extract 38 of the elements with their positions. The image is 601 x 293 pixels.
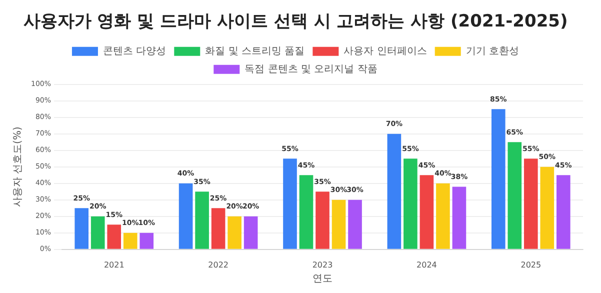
bar <box>211 208 226 249</box>
bar <box>90 216 105 249</box>
legend-label: 사용자 인터페이스 <box>344 46 427 57</box>
bar <box>244 216 258 249</box>
legend-label: 콘텐츠 다양성 <box>102 46 166 57</box>
bar <box>348 200 362 249</box>
bar <box>332 200 346 249</box>
bar <box>228 216 242 249</box>
bar <box>491 109 506 249</box>
bar <box>316 192 330 249</box>
x-tick-label: 2022 <box>208 260 228 270</box>
legend-label: 화질 및 스트리밍 품질 <box>205 46 305 57</box>
bar <box>283 158 297 249</box>
y-axis-title: 사용자 선호도(%) <box>12 126 24 208</box>
bar <box>299 175 314 249</box>
bar <box>436 183 450 249</box>
bar <box>508 142 522 249</box>
x-tick-label: 2023 <box>312 260 333 270</box>
bar <box>387 134 402 249</box>
legend-label: 독점 콘텐츠 및 오리지널 작품 <box>244 64 378 75</box>
x-tick-label: 2024 <box>416 260 437 270</box>
bar <box>107 224 122 249</box>
bar <box>74 208 89 249</box>
chart-title: 사용자가 영화 및 드라마 사이트 선택 시 고려하는 사항 (2021-2025) <box>23 12 568 32</box>
bar <box>178 183 193 249</box>
x-tick-label: 2025 <box>520 260 542 270</box>
bar <box>404 158 418 249</box>
bar <box>123 232 138 249</box>
legend-label: 기기 호환성 <box>466 46 520 57</box>
bar <box>452 186 466 249</box>
bar <box>540 166 554 249</box>
bar <box>420 175 434 249</box>
bar <box>140 232 154 249</box>
x-tick-label: 2021 <box>104 260 124 270</box>
bar <box>556 175 570 249</box>
bar <box>195 192 209 249</box>
bar <box>524 158 538 249</box>
x-axis-title: 연도 <box>312 274 333 285</box>
